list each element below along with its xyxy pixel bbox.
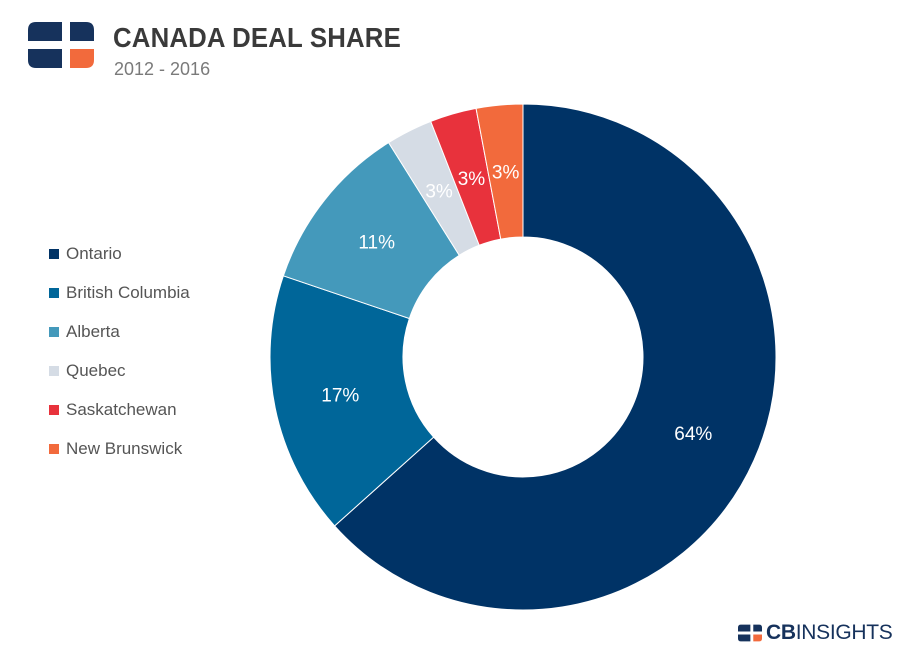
cbinsights-mark-icon [738,624,762,642]
slice-british-columbia [269,275,435,527]
legend-label: New Brunswick [66,438,183,458]
legend-item-quebec: Quebec [49,351,190,390]
legend-item-ontario: Ontario [49,234,190,273]
slice-label-quebec: 3% [425,181,453,202]
legend-label: Alberta [66,321,120,341]
chart-title: CANADA DEAL SHARE [113,22,401,53]
legend-item-new-brunswick: New Brunswick [49,429,190,468]
legend-item-alberta: Alberta [49,312,190,351]
slice-label-british-columbia: 17% [321,385,359,406]
legend-label: Quebec [66,360,126,380]
legend-swatch [49,248,59,259]
legend-label: Saskatchewan [66,399,177,419]
legend-item-british-columbia: British Columbia [49,273,190,312]
legend-item-saskatchewan: Saskatchewan [49,390,190,429]
cbinsights-brand: CBINSIGHTS [738,621,893,644]
cbinsights-logo-icon [28,22,94,68]
legend-swatch [49,404,59,415]
legend-swatch [49,287,59,298]
slice-alberta [282,141,460,320]
chart-subtitle: 2012 - 2016 [114,59,211,79]
legend-swatch [49,443,59,454]
slice-label-saskatchewan: 3% [458,169,486,190]
slice-label-ontario: 64% [674,424,712,445]
legend-label: Ontario [66,243,122,263]
brand-wordmark: CBINSIGHTS [766,621,893,644]
slice-new-brunswick [475,103,524,240]
slice-ontario [333,103,777,611]
slice-label-new-brunswick: 3% [492,162,520,183]
legend-swatch [49,326,59,337]
slice-label-alberta: 11% [358,232,395,253]
legend-label: British Columbia [66,282,190,302]
legend-swatch [49,365,59,376]
chart-legend: Ontario British Columbia Alberta Quebec Sask… [49,234,190,468]
